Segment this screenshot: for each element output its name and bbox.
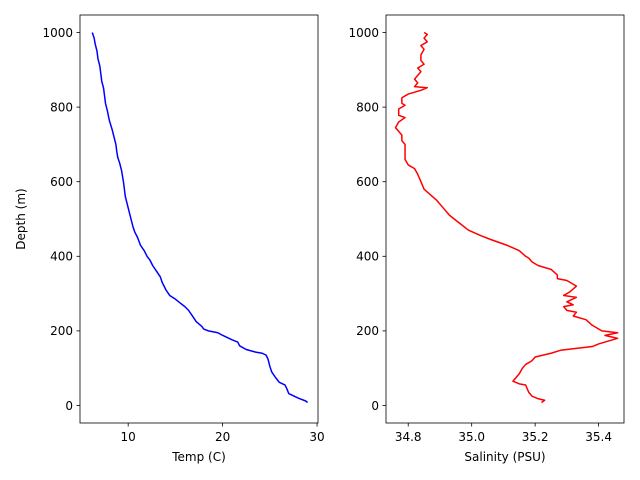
- salinity-y-tick-label: 1000: [348, 26, 379, 40]
- temperature-x-tick-label: 30: [309, 430, 324, 444]
- temperature-y-tick-label: 800: [50, 100, 73, 114]
- temperature-y-tick-label: 0: [65, 399, 73, 413]
- temperature-y-tick-label: 1000: [42, 26, 73, 40]
- temperature-x-tick-label: 20: [215, 430, 230, 444]
- temperature-y-tick-label: 200: [50, 324, 73, 338]
- temperature-y-ticks: 0 200 400 600 800 1000: [42, 26, 80, 413]
- temperature-axes: 10 20 30 0 200 400 600 800 1000 Temp (C) Depth …: [14, 14, 325, 464]
- salinity-y-tick-label: 600: [356, 175, 379, 189]
- salinity-y-tick-label: 800: [356, 100, 379, 114]
- salinity-x-tick-label: 35.0: [458, 430, 485, 444]
- salinity-plot-area: [394, 31, 619, 404]
- temperature-plot-area: [91, 32, 309, 404]
- salinity-y-tick-label: 0: [371, 399, 379, 413]
- salinity-axes: 34.8 35.0 35.2 35.4 0 200 400 600 800 1000 Salin…: [348, 14, 625, 464]
- salinity-y-tick-label: 200: [356, 324, 379, 338]
- temperature-x-ticks: 10 20 30: [121, 423, 325, 444]
- salinity-x-tick-label: 34.8: [395, 430, 422, 444]
- temperature-series-line: [91, 32, 309, 404]
- salinity-axes-frame: [385, 14, 625, 424]
- temperature-x-tick-label: 10: [121, 430, 136, 444]
- salinity-x-ticks: 34.8 35.0 35.2 35.4: [395, 423, 612, 444]
- depth-y-axis-label: Depth (m): [14, 188, 28, 249]
- salinity-y-ticks: 0 200 400 600 800 1000: [348, 26, 386, 413]
- temperature-axes-frame: [79, 14, 319, 424]
- salinity-y-tick-label: 400: [356, 250, 379, 264]
- temperature-y-tick-label: 400: [50, 250, 73, 264]
- temperature-y-tick-label: 600: [50, 175, 73, 189]
- salinity-x-tick-label: 35.2: [522, 430, 549, 444]
- salinity-x-axis-label: Salinity (PSU): [464, 450, 545, 464]
- salinity-series-line: [394, 31, 619, 404]
- salinity-x-tick-label: 35.4: [585, 430, 612, 444]
- temperature-x-axis-label: Temp (C): [171, 450, 226, 464]
